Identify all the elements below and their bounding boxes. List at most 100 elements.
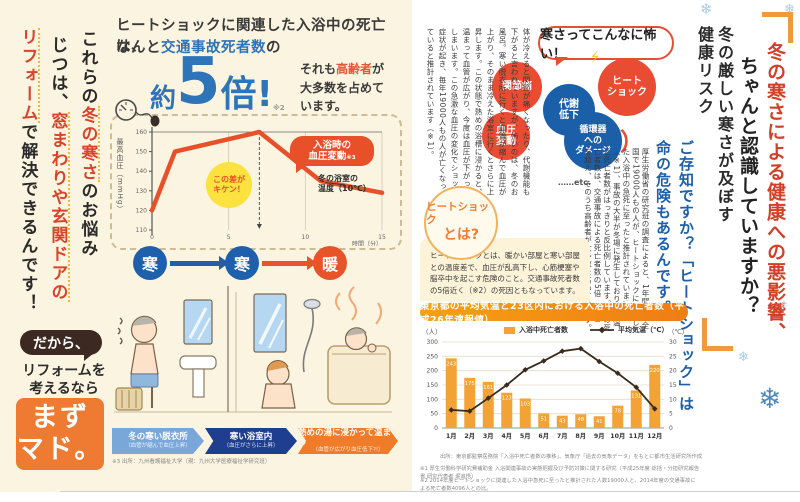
svg-text:250: 250 [427,353,439,360]
unit-left: （人） [422,328,442,336]
bp-bubble-note: ※3 [346,155,356,161]
chart-source: 出所：東京都監察医務院「入浴中死亡者数の推移」、気象庁「過去の気象データ」をもと… [440,454,703,460]
svg-text:0: 0 [669,425,673,432]
etc-text: ……etc. [558,178,592,187]
big-pre: 約 [150,84,177,115]
bp-bubble-line2: 血圧変動※3 [308,151,355,162]
subtitle-blue-line2: 命の危険もあるんです。 [654,140,672,316]
svg-text:5月: 5月 [520,432,531,440]
side-post: が大多数を占めています。 [300,62,385,114]
svg-text:12月: 12月 [647,432,662,440]
risk-label: 関節痛 [502,81,532,93]
bp-danger-badge: この差が キケン！ [206,162,252,208]
footnote-2: ※2 2014年度ヒートショックに関連した入浴中急死に至ったと推計された人数19… [420,478,696,492]
sequence-arrow-2 [262,256,317,270]
svg-text:15: 15 [378,234,386,241]
svg-text:8月: 8月 [575,432,586,440]
legend-deaths-swatch [504,326,515,334]
title-bracket-open [762,12,793,43]
heatshock-title-2: とは? [442,227,480,244]
vheadline-2b-red: 窓まわりや玄関ドアの [47,112,71,302]
danger-line2: キケン！ [213,185,245,194]
side-red: 高齢者 [336,62,373,76]
step-2-sub: （血圧がさらに上昇） [223,442,279,449]
step-3-label: 熱めの湯に浸かって温まる [298,427,392,447]
brand-logo: まず マド。 [16,398,104,470]
heatshock-title-1: ヒートショック [426,201,489,227]
bp-meter-icon [112,96,162,132]
brand-line2: マド。 [16,434,104,465]
risk-circulatory-damage: 循環器 への ダメージ [564,112,622,170]
svg-text:150: 150 [427,382,439,389]
side-pre: それも [300,62,337,76]
svg-text:5: 5 [227,234,231,241]
headline-line2-blue: 交通事故死者数 [161,40,266,56]
scan-edge-line [60,491,800,492]
elderly-note: それも高齢者が大多数を占めています。 [300,60,394,116]
vertical-headline-line2: じつは、窓まわりや玄関ドアの [44,36,71,356]
risk-label: への [583,135,602,146]
risk-blood-pressure: 血圧 変動 [482,112,530,160]
seq-label-3: 暖 [321,255,338,274]
big-suffix: 倍! [220,74,273,116]
scary-cold-bubble: 寒さってこんなに怖い！ [538,26,674,66]
bp-bubble-label: 入浴時の 血圧変動※3 [290,136,374,173]
svg-text:78: 78 [614,409,621,415]
bp-temp-label: 冬の浴室の 温度（10℃） [318,174,371,195]
heatshock-title-circle: ヒートショック とは? [424,186,498,260]
bp-chart-box: 最高血圧（mmHg） 110 120 130 140 150 160 0 5 10 15 時間（分）… [110,114,402,250]
main-title-black: ちゃんと認識していますか？ [736,56,759,316]
bp-chart: 110 120 130 140 150 160 0 5 10 15 時間（分） [124,118,396,248]
risk-label: ダメージ [575,146,611,157]
svg-text:10: 10 [669,396,677,403]
svg-text:4月: 4月 [501,432,512,440]
svg-text:161: 161 [483,385,493,391]
danger-line1: この差が [213,174,245,184]
snowflake-icon: ❄ [700,0,713,18]
brand-line1: まず [31,401,89,433]
seq-label-1: 寒 [141,255,158,274]
headline-line2: なんと交通事故死者数の [116,36,281,57]
cta-line1: リフォームを [22,363,106,379]
svg-text:10月: 10月 [610,432,625,440]
left-footnote: ※3 出所：九州看護福祉大学（現：九州大学医療福祉学研究班） [112,459,271,465]
bathing-illustration [106,268,398,430]
vertical-headline-line3: リフォームで解決できるんです！ [14,28,41,358]
svg-text:48: 48 [577,417,584,423]
big-number: 5 [176,45,221,119]
svg-text:100: 100 [427,396,439,403]
risk-label: 血圧 [496,124,516,136]
svg-text:7月: 7月 [557,432,568,440]
body-paragraph-1: 体が冷えると関節が痛くなったり、代謝機能も下がると言われていますが、怖いのは、冬… [426,28,531,196]
bp-chart-ylabel: 最高血圧（mmHg） [116,138,124,214]
svg-text:9月: 9月 [594,432,605,440]
svg-text:51: 51 [540,416,547,422]
svg-text:150: 150 [136,149,148,156]
risk-label: 循環器 [579,125,607,136]
svg-text:6月: 6月 [538,432,549,440]
svg-text:120: 120 [136,207,148,214]
big-note-ref: ※2 [272,104,285,113]
sequence-cold-1: 寒 [133,246,167,280]
svg-text:220: 220 [650,368,660,374]
sequence-warm: 暖 [313,246,347,280]
risk-label: 低下 [559,110,579,121]
svg-text:25: 25 [669,353,677,360]
headline-line2-post: の [266,40,281,56]
headline-line2-pre: なんと [116,40,161,56]
risk-heat-shock: ヒート ショック [598,58,656,116]
risk-label: 変動 [496,136,516,147]
legend-deaths-label: 入浴中死亡者数 [519,326,568,334]
svg-text:30: 30 [669,339,677,346]
step-3-hot-bath: 熱めの湯に浸かって温まる （血管が広がり血圧低下?!） [298,428,398,454]
legend-deaths: 入浴中死亡者数 [504,325,568,335]
svg-text:41: 41 [596,419,603,425]
sequence-arrow-1 [170,256,229,270]
svg-text:200: 200 [427,368,439,375]
svg-text:300: 300 [427,339,439,346]
tokyo-chart-title: 東京都の平均気温と23区内における入浴中の死亡者数（平成26年速報値） [420,301,688,326]
subtitle-blue-line1: ご存知ですか？「ヒートショック」は [677,140,695,412]
cta-bubble-text: だから、 [33,335,89,352]
risk-joint-pain: 関節痛 [492,62,542,112]
